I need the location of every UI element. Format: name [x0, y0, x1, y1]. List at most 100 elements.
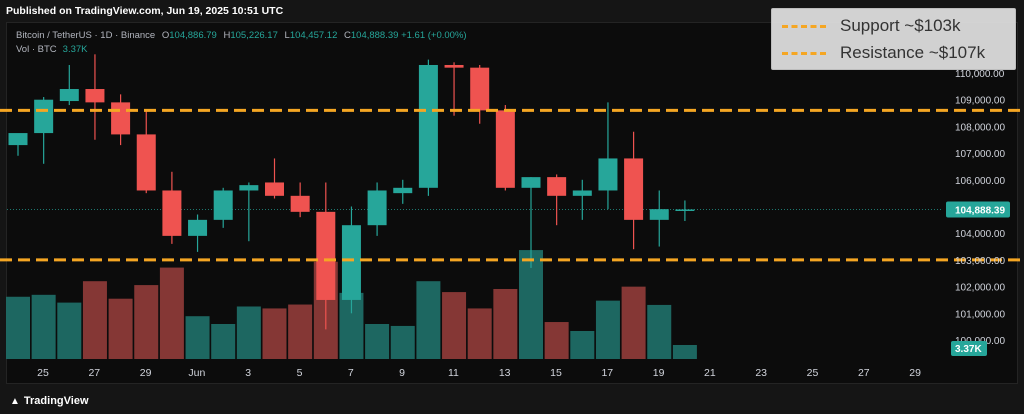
candle-body — [316, 211, 336, 300]
candle-body — [341, 225, 361, 300]
time-tick-label: 17 — [601, 367, 613, 379]
candle-body — [521, 177, 541, 188]
resistance-legend-label: Resistance ~$107k — [840, 43, 986, 62]
time-tick-label: 21 — [704, 367, 716, 379]
last-price-label: 104,888.39 — [955, 205, 1005, 216]
time-tick-label: 19 — [653, 367, 665, 379]
high-label: H — [223, 30, 231, 41]
top-bar: Published on TradingView.com, Jun 19, 20… — [0, 0, 1024, 22]
volume-bar — [108, 298, 133, 359]
time-tick-label: 7 — [348, 367, 354, 379]
volume-bar — [570, 330, 595, 359]
candle-body — [136, 134, 156, 191]
volume-bar — [672, 344, 697, 359]
volume-bar — [262, 308, 287, 359]
volume-bar — [211, 323, 236, 359]
candle-body — [572, 190, 592, 196]
time-tick-label: 27 — [858, 367, 870, 379]
volume-label[interactable]: Vol · BTC — [16, 44, 57, 55]
price-tick-label: 101,000.00 — [955, 309, 1005, 320]
tradingview-logo[interactable]: ▲ TradingView — [10, 395, 89, 407]
price-tick-label: 103,000.00 — [955, 256, 1005, 267]
time-tick-label: 25 — [807, 367, 819, 379]
time-tick-label: 9 — [399, 367, 405, 379]
volume-bar — [6, 296, 30, 359]
symbol-title[interactable]: Bitcoin / TetherUS · 1D · Binance — [16, 30, 156, 41]
volume-value: 3.37K — [62, 44, 88, 55]
candle-body — [8, 133, 28, 146]
volume-bar — [416, 281, 441, 359]
resistance-dash-icon — [782, 52, 826, 55]
volume-bar — [647, 304, 672, 359]
volume-bar — [134, 285, 159, 359]
candle-body — [418, 64, 438, 188]
volume-badge-label: 3.37K — [955, 344, 982, 355]
time-tick-label: 25 — [37, 367, 49, 379]
candle-body — [59, 89, 79, 102]
volume-bar — [159, 267, 184, 359]
time-tick-label: 11 — [448, 367, 459, 379]
candle-body — [85, 89, 105, 103]
bottom-bar: ▲ TradingView — [0, 388, 1024, 414]
published-label: Published on TradingView.com, Jun 19, 20… — [6, 5, 284, 17]
volume-bar — [467, 308, 492, 359]
volume-bar — [519, 250, 543, 359]
change-value: +1.61 (+0.00%) — [401, 30, 467, 41]
volume-bar — [236, 306, 261, 359]
time-tick-label: 29 — [140, 367, 152, 379]
volume-bar — [442, 292, 467, 359]
volume-bar — [365, 323, 390, 359]
time-tick-label: 23 — [755, 367, 767, 379]
time-tick-label: 5 — [297, 367, 303, 379]
volume-legend: Vol · BTC 3.37K — [16, 44, 87, 55]
price-tick-label: 108,000.00 — [955, 122, 1005, 133]
candle-body — [111, 102, 131, 135]
candle-body — [495, 110, 515, 188]
time-tick-label: 13 — [499, 367, 511, 379]
candle-body — [624, 158, 644, 220]
candle-body — [367, 190, 387, 226]
time-tick-label: 29 — [909, 367, 921, 379]
volume-bar — [595, 300, 620, 359]
volume-bar — [288, 304, 313, 359]
candle-body — [649, 209, 669, 220]
support-legend-label: Support ~$103k — [840, 16, 961, 35]
volume-bar — [31, 294, 56, 359]
price-tick-label: 106,000.00 — [955, 176, 1005, 187]
time-tick-label: 15 — [550, 367, 562, 379]
time-tick-label: Jun — [188, 367, 205, 379]
volume-badge — [951, 341, 987, 356]
volume-bar — [57, 302, 82, 359]
high-value: 105,226.17 — [230, 30, 278, 41]
resistance-legend-row: Resistance ~$107k — [782, 40, 1012, 66]
time-tick-label: 27 — [88, 367, 100, 379]
close-label: C — [344, 30, 351, 41]
candle-body — [393, 187, 413, 194]
volume-bar — [544, 322, 569, 359]
support-dash-icon — [782, 25, 826, 28]
brand-label: TradingView — [23, 395, 89, 407]
levels-legend: Support ~$103k Resistance ~$107k — [771, 8, 1016, 70]
volume-bar — [621, 286, 646, 359]
open-label: O — [161, 30, 170, 41]
volume-bar — [82, 281, 107, 359]
candle-body — [239, 185, 259, 191]
symbol-legend: Bitcoin / TetherUS · 1D · Binance O104,8… — [16, 30, 467, 41]
price-tick-label: 109,000.00 — [955, 96, 1005, 107]
candle-body — [213, 190, 233, 220]
low-value: 104,457.12 — [289, 30, 338, 41]
candle-body — [598, 158, 618, 191]
candle-body — [547, 177, 567, 196]
tradingview-logo-icon: ▲ — [10, 396, 20, 407]
candle-body — [265, 182, 284, 196]
candle-body — [34, 99, 54, 134]
volume-bar — [390, 325, 415, 359]
candle-body — [444, 64, 464, 68]
last-price-badge — [946, 201, 1010, 218]
candle-body — [675, 209, 695, 211]
candle-body — [162, 190, 182, 236]
volume-bar — [493, 288, 518, 359]
price-tick-label: 104,000.00 — [955, 229, 1005, 240]
candle-body — [290, 195, 310, 212]
